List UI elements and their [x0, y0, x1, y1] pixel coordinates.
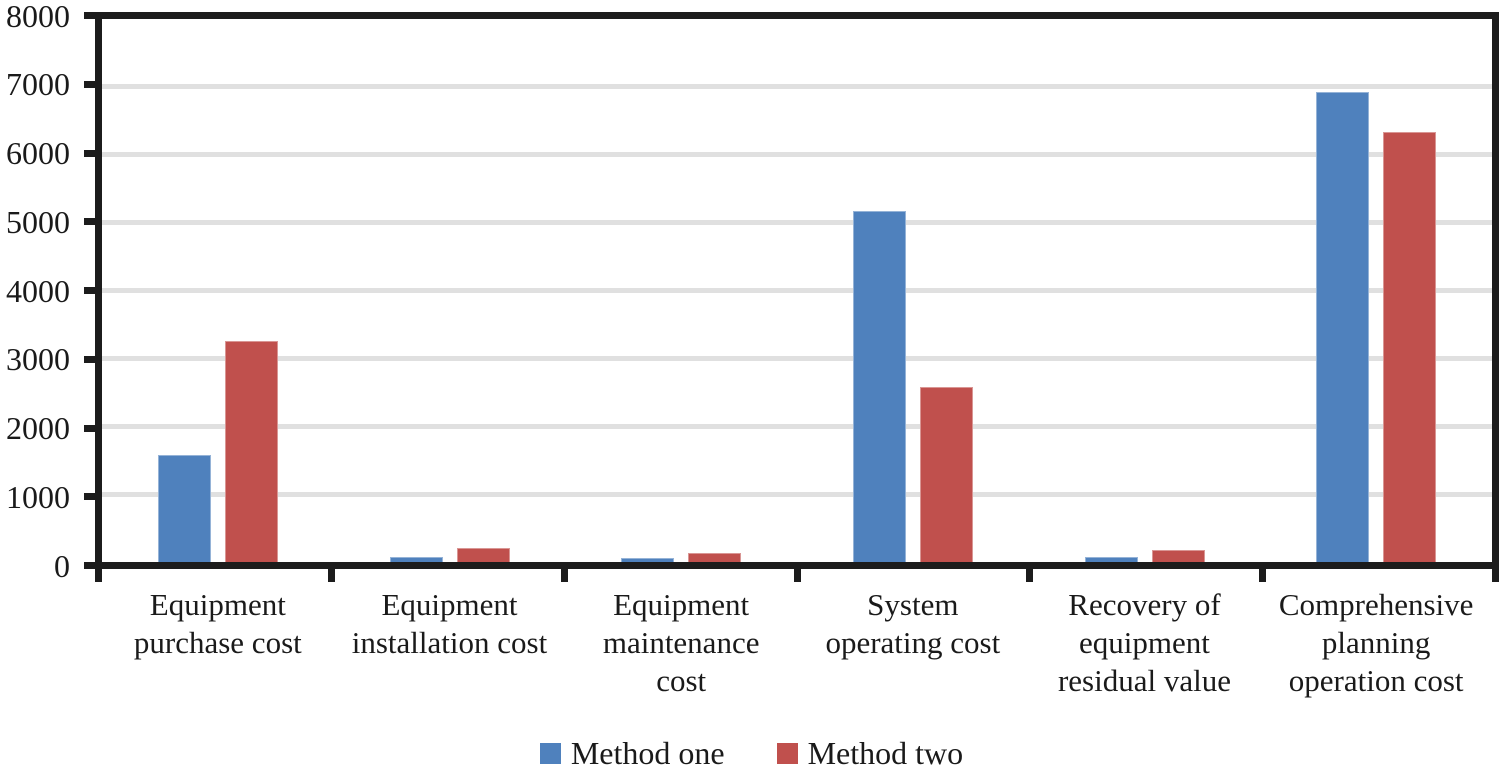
legend-swatch-method-two	[776, 742, 798, 764]
legend-label-method-one: Method one	[570, 735, 725, 771]
bar-method-one-cat2	[389, 556, 443, 562]
x-tick-1	[327, 569, 335, 582]
y-tick-8000	[84, 12, 95, 19]
category-label-1: Equipment purchase cost	[133, 587, 302, 660]
gridline-2000	[102, 423, 1492, 429]
bar-method-one-cat1	[157, 455, 211, 562]
bar-method-two-cat4	[919, 386, 973, 562]
y-tick-3000	[84, 355, 95, 363]
y-tick-6000	[84, 149, 95, 157]
bar-method-two-cat5	[1151, 549, 1205, 562]
legend-swatch-method-one	[539, 742, 561, 764]
y-tick-0	[84, 562, 95, 569]
gridline-4000	[102, 288, 1492, 293]
y-tick-label-4000: 4000	[6, 272, 70, 309]
y-tick-2000	[84, 424, 95, 432]
y-tick-4000	[84, 287, 95, 294]
y-tick-label-5000: 5000	[6, 203, 70, 240]
category-label-2: Equipment installation cost	[351, 587, 548, 660]
category-label-4: System operating cost	[825, 587, 1001, 660]
legend-item-method-two: Method two	[776, 733, 964, 773]
x-tick-4	[1026, 569, 1034, 582]
bar-method-one-cat3	[621, 557, 675, 562]
x-tick-2	[560, 569, 568, 582]
bar-method-one-cat5	[1084, 556, 1138, 562]
y-tick-label-8000: 8000	[6, 0, 70, 34]
y-tick-label-3000: 3000	[6, 341, 70, 378]
y-tick-5000	[84, 218, 95, 226]
y-tick-label-7000: 7000	[6, 66, 70, 103]
y-tick-label-6000: 6000	[6, 135, 70, 171]
category-label-3: Equipment maintenance cost	[602, 587, 760, 698]
gridline-7000	[102, 84, 1492, 90]
bar-method-two-cat2	[456, 547, 510, 562]
category-label-6: Comprehensive planning operation cost	[1278, 587, 1474, 698]
x-tick-6	[1492, 569, 1499, 582]
x-tick-3	[793, 569, 801, 582]
y-tick-1000	[84, 493, 95, 501]
legend-label-method-two: Method two	[807, 735, 964, 771]
gridline-5000	[102, 220, 1492, 226]
x-tick-5	[1259, 569, 1267, 582]
y-tick-label-0: 0	[54, 547, 70, 584]
bar-method-one-cat6	[1316, 91, 1370, 562]
bar-method-two-cat3	[688, 552, 742, 562]
y-tick-label-2000: 2000	[6, 410, 70, 446]
bar-method-two-cat1	[224, 341, 278, 562]
y-tick-label-1000: 1000	[6, 478, 70, 515]
gridline-1000	[102, 491, 1492, 497]
bar-method-one-cat4	[852, 211, 906, 562]
x-tick-0	[95, 569, 102, 582]
plot-inner	[102, 19, 1492, 562]
category-label-5: Recovery of equipment residual value	[1057, 587, 1231, 698]
y-tick-7000	[84, 80, 95, 88]
bar-method-two-cat6	[1383, 132, 1437, 562]
legend: Method one Method two	[0, 733, 1503, 773]
plot-area	[95, 12, 1499, 569]
gridline-3000	[102, 355, 1492, 361]
legend-item-method-one: Method one	[539, 733, 725, 773]
gridline-6000	[102, 152, 1492, 158]
